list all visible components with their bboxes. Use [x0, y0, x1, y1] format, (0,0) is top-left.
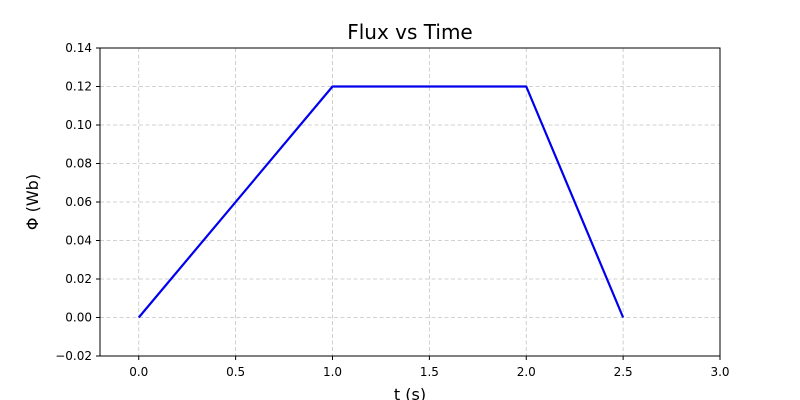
- x-tick-label: 2.0: [517, 365, 536, 379]
- y-tick-label: 0.04: [65, 234, 92, 248]
- ticks: 0.0 0.5 1.0 1.5 2.0 2.5 3.0 −0.02 0.00 0.02 0.04 0.…: [55, 41, 729, 379]
- x-axis-label: t (s): [394, 385, 426, 400]
- flux-series-line: [137, 85, 625, 319]
- y-axis-label: Φ (Wb): [23, 174, 42, 230]
- y-tick-label: 0.02: [65, 272, 92, 286]
- y-tick-label: 0.00: [65, 311, 92, 325]
- y-tick-label: 0.06: [65, 195, 92, 209]
- y-tick-label: 0.08: [65, 157, 92, 171]
- series-layer: [137, 85, 625, 319]
- x-tick-label: 1.0: [323, 365, 342, 379]
- x-tick-label: 3.0: [710, 365, 729, 379]
- x-tick-label: 0.5: [226, 365, 245, 379]
- x-tick-label: 1.5: [420, 365, 439, 379]
- y-tick-label: 0.12: [65, 80, 92, 94]
- y-tick-label: 0.14: [65, 41, 92, 55]
- x-tick-label: 0.0: [129, 365, 148, 379]
- chart-title: Flux vs Time: [347, 20, 473, 44]
- y-tick-label: 0.10: [65, 118, 92, 132]
- y-tick-label: −0.02: [55, 349, 92, 363]
- grid: [100, 47, 721, 357]
- x-tick-label: 2.5: [614, 365, 633, 379]
